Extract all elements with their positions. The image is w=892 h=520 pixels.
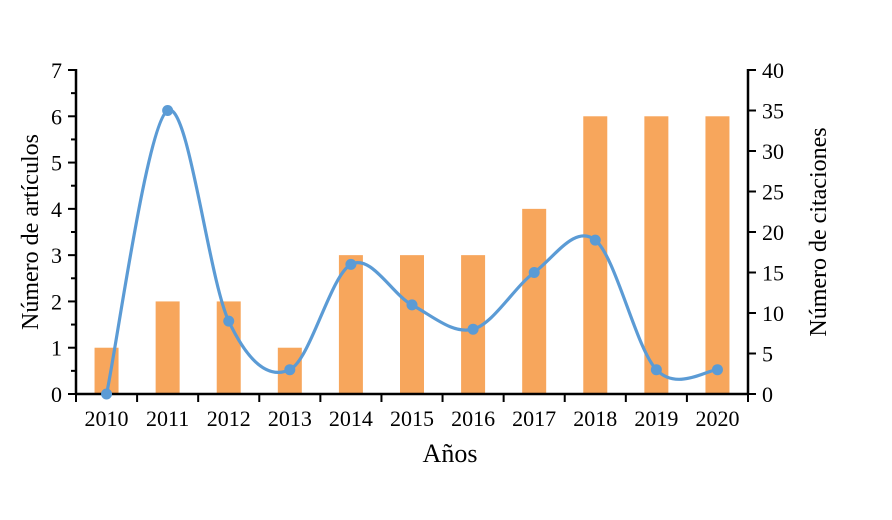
citations-marker-2013: [284, 364, 296, 376]
bar-2018: [583, 116, 608, 395]
y-right-tick-label-0: 0: [762, 382, 773, 407]
x-tick-label-2015: 2015: [390, 406, 434, 431]
citations-marker-2015: [406, 299, 418, 311]
x-tick-label-2013: 2013: [268, 406, 312, 431]
citations-marker-2019: [650, 364, 662, 376]
bar-2012: [216, 301, 241, 394]
axes-layer: 0 1 2 3 4 5 6 7 0 5 10 15 20 25 30 35 40 2010 2011 2012 2013…: [51, 58, 784, 431]
y-left-tick-label-6: 6: [51, 104, 62, 129]
citations-marker-2018: [589, 234, 601, 246]
bar-2014: [338, 255, 363, 394]
y-axis-title-right: Número de citaciones: [806, 127, 832, 336]
citations-marker-2010: [101, 388, 113, 400]
x-tick-label-2012: 2012: [207, 406, 251, 431]
y-right-tick-label-10: 10: [762, 301, 784, 326]
y-right-tick-label-30: 30: [762, 139, 784, 164]
y-left-tick-label-4: 4: [51, 197, 62, 222]
x-tick-label-2018: 2018: [573, 406, 617, 431]
citations-marker-2014: [345, 258, 357, 270]
citations-marker-2020: [711, 364, 723, 376]
y-left-tick-label-0: 0: [51, 382, 62, 407]
x-tick-label-2019: 2019: [634, 406, 678, 431]
y-left-tick-label-5: 5: [51, 151, 62, 176]
y-left-tick-label-3: 3: [51, 243, 62, 268]
citations-marker-2016: [467, 323, 479, 335]
bar-2020: [705, 116, 730, 395]
y-right-tick-label-15: 15: [762, 261, 784, 286]
x-tick-label-2014: 2014: [329, 406, 373, 431]
line-layer: [101, 105, 723, 400]
y-right-tick-label-25: 25: [762, 180, 784, 205]
citations-marker-2012: [223, 315, 235, 327]
y-left-tick-label-2: 2: [51, 289, 62, 314]
y-right-tick-label-5: 5: [762, 342, 773, 367]
x-tick-label-2017: 2017: [512, 406, 556, 431]
bars-layer: [94, 116, 730, 395]
y-right-tick-label-40: 40: [762, 58, 784, 83]
y-axis-title-left: Número de artículos: [18, 134, 44, 330]
x-tick-label-2020: 2020: [695, 406, 739, 431]
y-right-tick-label-20: 20: [762, 220, 784, 245]
y-left-tick-label-1: 1: [51, 336, 62, 361]
citations-marker-2011: [162, 105, 174, 116]
y-left-tick-label-7: 7: [51, 58, 62, 83]
citations-marker-2017: [528, 267, 540, 278]
bar-2017: [522, 208, 547, 394]
x-tick-label-2010: 2010: [85, 406, 129, 431]
bar-2011: [155, 301, 180, 394]
x-tick-label-2011: 2011: [146, 406, 189, 431]
x-axis-title: Años: [423, 439, 478, 468]
y-right-tick-label-35: 35: [762, 99, 784, 124]
x-tick-label-2016: 2016: [451, 406, 495, 431]
bar-2015: [400, 255, 424, 394]
citations-line: [104, 108, 720, 396]
bar-2019: [644, 116, 669, 395]
